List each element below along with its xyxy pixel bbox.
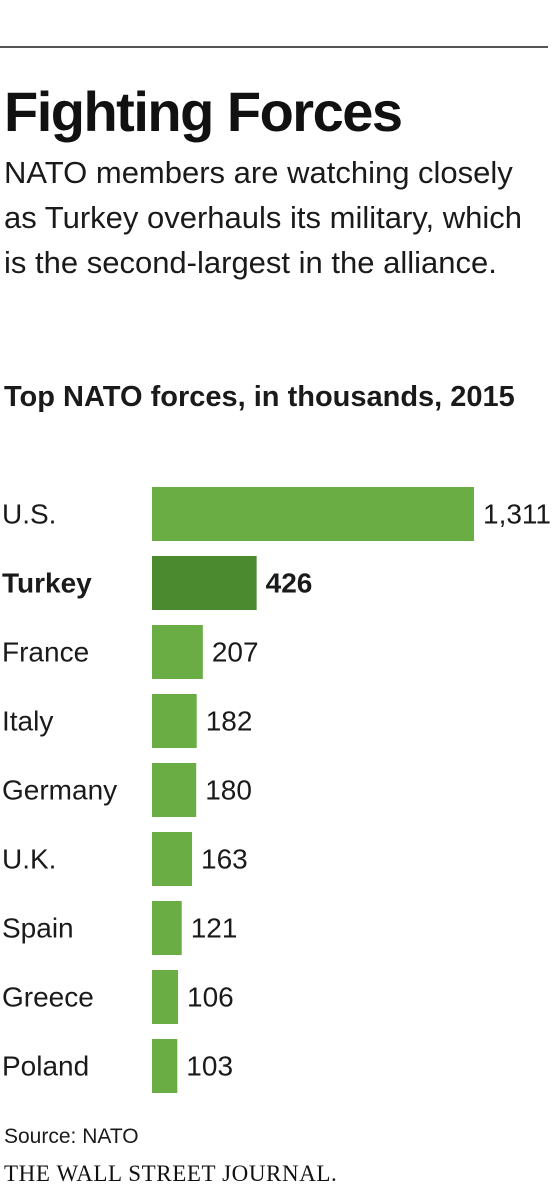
- bar-u-s: [152, 487, 474, 541]
- category-label-u-k: U.K.: [2, 844, 56, 875]
- value-label-france: 207: [212, 637, 259, 668]
- bar-chart: U.S. 1,311 Turkey 426 France 207 Italy 182 Germa…: [2, 487, 551, 1093]
- value-label-spain: 121: [191, 913, 238, 944]
- category-label-u-s: U.S.: [2, 499, 56, 530]
- category-label-turkey: Turkey: [2, 568, 92, 599]
- bar-germany: [152, 763, 197, 817]
- category-label-germany: Germany: [2, 775, 117, 806]
- value-label-italy: 182: [206, 706, 253, 737]
- chart-title: Top NATO forces, in thousands, 2015: [4, 381, 515, 413]
- value-label-turkey: 426: [266, 568, 313, 599]
- dek-text: NATO members are watching closely as Tur…: [4, 155, 522, 280]
- bar-france: [152, 625, 203, 679]
- category-label-italy: Italy: [2, 706, 53, 737]
- value-label-germany: 180: [205, 775, 252, 806]
- bar-greece: [152, 970, 179, 1024]
- category-label-spain: Spain: [2, 913, 74, 944]
- value-label-greece: 106: [187, 982, 234, 1013]
- top-rule: [0, 46, 548, 48]
- bar-poland: [152, 1039, 178, 1093]
- bar-u-k: [152, 832, 193, 886]
- value-label-u-s: 1,311: [483, 499, 551, 530]
- source-note: Source: NATO: [4, 1125, 139, 1148]
- headline: Fighting Forces: [4, 80, 403, 143]
- bar-turkey: [152, 556, 257, 610]
- category-label-poland: Poland: [2, 1051, 89, 1082]
- bar-italy: [152, 694, 197, 748]
- bar-spain: [152, 901, 182, 955]
- category-label-greece: Greece: [2, 982, 94, 1013]
- category-label-france: France: [2, 637, 89, 668]
- value-label-u-k: 163: [201, 844, 248, 875]
- value-label-poland: 103: [186, 1051, 233, 1082]
- publisher-logo: THE WALL STREET JOURNAL.: [4, 1161, 338, 1186]
